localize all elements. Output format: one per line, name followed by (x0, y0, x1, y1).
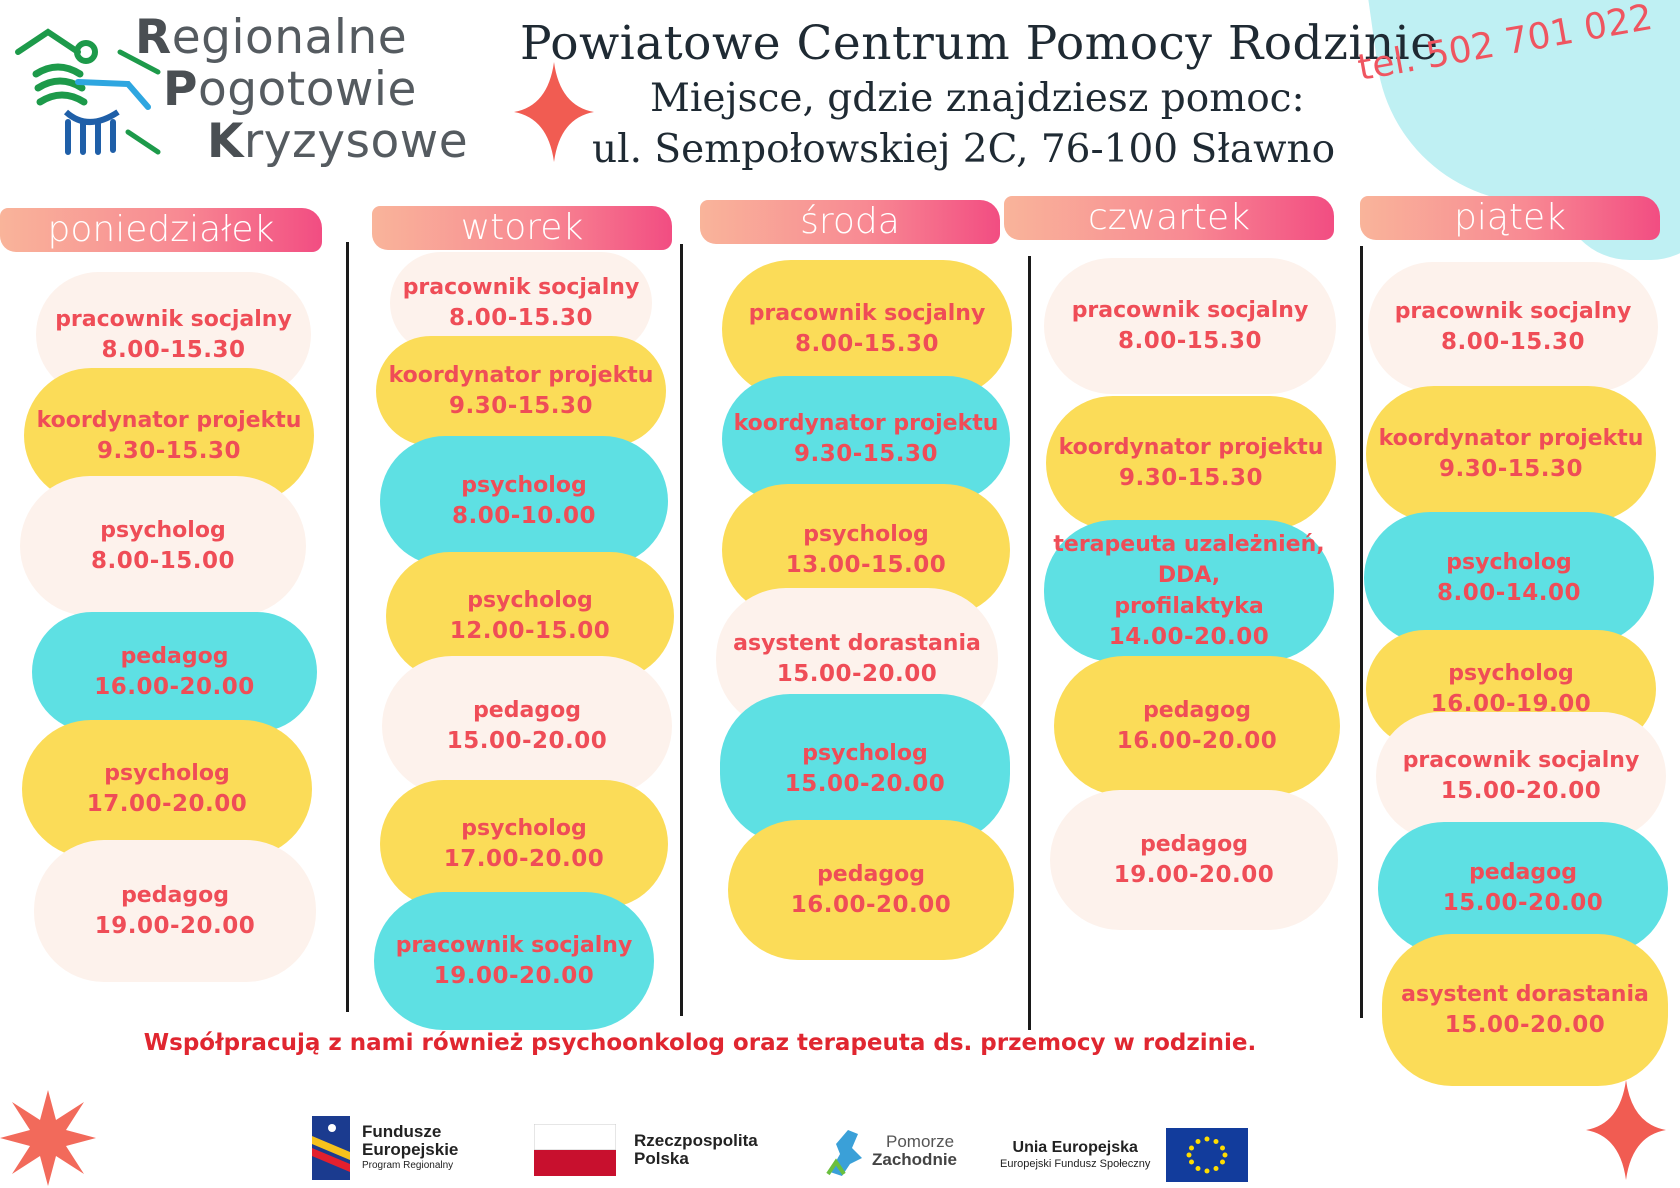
schedule-entry: pedagog 19.00-20.00 (1050, 790, 1338, 930)
rzeczpospolita-polska-logo: Rzeczpospolita Polska (534, 1124, 758, 1176)
schedule-entry: pedagog 15.00-20.00 (1378, 822, 1668, 954)
schedule-entry: koordynator projektu 9.30-15.30 (1366, 386, 1656, 522)
day-banner-wednesday: środa (700, 200, 1000, 244)
day-banner-tuesday: wtorek (372, 206, 672, 250)
pz-gryphon-icon (826, 1130, 862, 1176)
schedule-entry: asystent dorastania 15.00-20.00 (1382, 934, 1668, 1086)
unia-europejska-logo: Unia Europejska Europejski Fundusz Społe… (1000, 1128, 1249, 1182)
fe-flag-icon (312, 1116, 350, 1180)
sparkle-star-icon (514, 62, 594, 162)
day-banner-thursday: czwartek (1004, 196, 1334, 240)
schedule-entry: koordynator projektu 9.30-15.30 (376, 336, 666, 446)
schedule-entry: psycholog 17.00-20.00 (22, 720, 312, 858)
sparkle-star-icon (1586, 1080, 1666, 1180)
schedule-entry: psycholog 8.00-14.00 (1364, 512, 1654, 644)
schedule-entry: psycholog 17.00-20.00 (380, 780, 668, 908)
schedule-entry: terapeuta uzależnień, DDA, profilaktyka 14.… (1044, 520, 1334, 662)
header-title-block: Powiatowe Centrum Pomocy Rodzinie Miejsc… (520, 14, 1480, 176)
schedule-entry: pedagog 15.00-20.00 (382, 656, 672, 796)
schedule-entry: koordynator projektu 9.30-15.30 (1046, 396, 1336, 530)
day-banner-friday: piątek (1360, 196, 1660, 240)
schedule-entry: pedagog 16.00-20.00 (1054, 656, 1340, 796)
schedule-entry: pracownik socjalny 8.00-15.30 (722, 260, 1012, 398)
address: ul. Sempołowskiej 2C, 76-100 Sławno (592, 127, 1336, 172)
cooperation-note: Współpracują z nami również psychoonkolo… (143, 1030, 1257, 1056)
schedule-entry: pracownik socjalny 8.00-15.30 (1044, 258, 1336, 394)
schedule-entry: pracownik socjalny 19.00-20.00 (374, 892, 654, 1030)
schedule-entry: koordynator projektu 9.30-15.30 (722, 376, 1010, 502)
schedule-entry: psycholog 15.00-20.00 (720, 694, 1010, 844)
handshake-logo-icon (15, 28, 161, 155)
column-divider (1028, 256, 1031, 1030)
schedule-entry: psycholog 8.00-10.00 (380, 436, 668, 566)
schedule-entry: pracownik socjalny 15.00-20.00 (1376, 712, 1666, 840)
column-divider (346, 242, 349, 1012)
schedule-entry: psycholog 8.00-15.00 (20, 476, 306, 616)
eu-flag-icon (1166, 1128, 1249, 1182)
page-subtitle: Miejsce, gdzie znajdziesz pomoc: (650, 76, 1305, 121)
column-divider (1360, 246, 1363, 1018)
organization-logo-text: Regionalne Pogotowie Kryzysowe (135, 10, 469, 169)
day-banner-monday: poniedziałek (0, 208, 322, 252)
polish-flag-icon (534, 1124, 616, 1176)
pomorze-zachodnie-logo: Pomorze Zachodnie (822, 1124, 957, 1178)
page-title: Powiatowe Centrum Pomocy Rodzinie (520, 16, 1439, 71)
schedule-entry: pedagog 16.00-20.00 (728, 820, 1014, 960)
schedule-entry: pracownik socjalny 8.00-15.30 (1368, 262, 1658, 392)
schedule-entry: pedagog 19.00-20.00 (34, 840, 316, 982)
schedule-entry: pedagog 16.00-20.00 (32, 612, 317, 732)
column-divider (680, 244, 683, 1016)
fundusze-europejskie-logo: Fundusze Europejskie Program Regionalny (312, 1116, 458, 1180)
starburst-icon (0, 1090, 96, 1186)
